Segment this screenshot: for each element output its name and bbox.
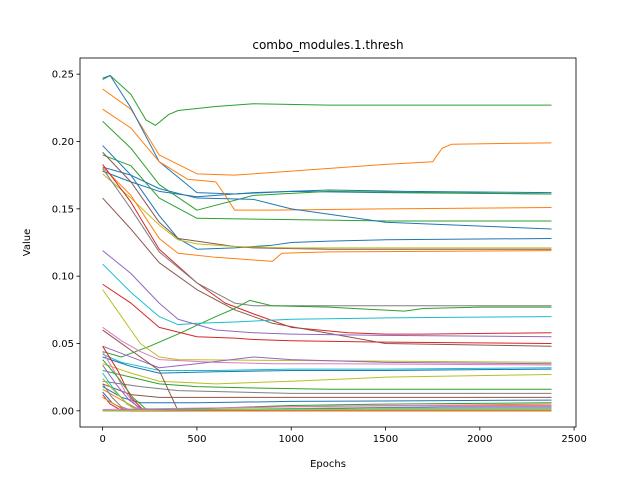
- x-axis: 0 500 1000 1500 2000 2500: [99, 427, 587, 445]
- y-tick-label: 0.20: [52, 137, 74, 148]
- chart-title: combo_modules.1.thresh: [252, 38, 403, 52]
- x-tick-label: 0: [99, 434, 105, 445]
- series-line-48: [102, 408, 552, 412]
- series-line-9: [102, 145, 552, 250]
- series-line-10: [102, 151, 552, 250]
- series-line-1: [102, 75, 552, 126]
- series-line-12: [102, 166, 552, 262]
- y-tick-label: 0.25: [52, 70, 74, 81]
- series-line-18: [102, 250, 552, 338]
- series-line-5: [102, 108, 552, 211]
- plot-frame: [79, 57, 577, 428]
- series-line-8: [102, 166, 552, 230]
- series-line-24: [102, 356, 552, 374]
- series-line-13: [102, 164, 552, 335]
- x-tick-label: 2500: [561, 434, 586, 445]
- series-line-45: [102, 404, 552, 410]
- series-line-27: [102, 380, 552, 394]
- series-line-25: [102, 363, 552, 385]
- x-tick-label: 500: [187, 434, 206, 445]
- series-line-21: [102, 326, 552, 366]
- y-tick-label: 0.15: [52, 204, 74, 215]
- series-layer: [102, 75, 552, 412]
- series-line-19: [102, 283, 552, 344]
- series-line-14: [102, 197, 552, 347]
- series-line-3: [102, 75, 552, 195]
- series-line-11: [102, 173, 552, 249]
- series-line-22: [102, 345, 552, 369]
- x-tick-label: 2000: [467, 434, 492, 445]
- series-line-17: [102, 263, 552, 326]
- series-line-2: [102, 88, 552, 176]
- y-tick-label: 0.00: [52, 406, 74, 417]
- y-tick-label: 0.10: [52, 272, 74, 283]
- series-line-20: [102, 289, 552, 363]
- y-tick-label: 0.05: [52, 339, 74, 350]
- series-line-16: [102, 299, 552, 358]
- series-line-6: [102, 120, 552, 211]
- series-line-26: [102, 369, 552, 390]
- y-axis-label: Value: [22, 229, 33, 256]
- x-tick-label: 1500: [373, 434, 398, 445]
- x-axis-label: Epochs: [310, 459, 346, 470]
- series-line-7: [102, 154, 552, 222]
- y-axis: 0.00 0.05 0.10 0.15 0.20 0.25: [52, 70, 80, 417]
- x-tick-label: 1000: [278, 434, 303, 445]
- series-line-23: [102, 353, 552, 371]
